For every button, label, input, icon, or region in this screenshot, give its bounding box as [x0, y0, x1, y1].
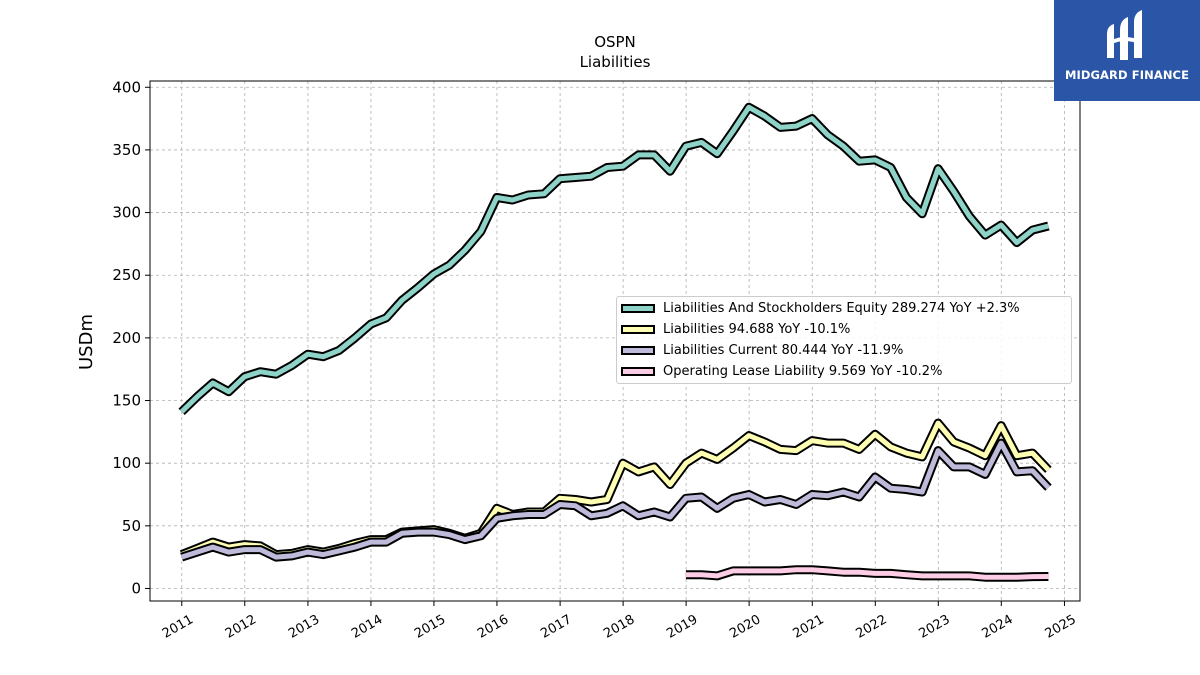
x-tick-label: 2025	[1043, 612, 1079, 642]
y-tick-label: 0	[131, 579, 141, 597]
chart-title: OSPN	[594, 33, 636, 51]
x-tick-label: 2023	[916, 612, 952, 642]
y-tick-label: 300	[112, 204, 141, 222]
series-2	[180, 438, 1052, 562]
series-0	[178, 102, 1050, 416]
legend-label-liabilities: Liabilities 94.688 YoY -10.1%	[663, 322, 851, 337]
x-tick-label: 2019	[664, 612, 700, 642]
legend-item-equity: Liabilities And Stockholders Equity 289.…	[617, 299, 1071, 319]
midgard-logo-icon	[1107, 10, 1142, 60]
y-tick-label: 200	[112, 329, 141, 347]
x-tick-label: 2017	[538, 612, 574, 642]
brand-logo: MIDGARD FINANCE	[1054, 0, 1200, 101]
y-tick-label: 50	[122, 517, 141, 535]
legend-swatch-liabilities-current	[621, 346, 655, 355]
y-tick-label: 400	[112, 78, 141, 96]
x-tick-label: 2012	[223, 612, 259, 642]
series-line	[685, 567, 1049, 580]
legend-label-operating-lease: Operating Lease Liability 9.569 YoY -10.…	[663, 364, 943, 379]
x-tick-label: 2021	[790, 612, 826, 642]
legend-label-liabilities-current: Liabilities Current 80.444 YoY -11.9%	[663, 343, 904, 358]
legend-item-operating-lease: Operating Lease Liability 9.569 YoY -10.…	[617, 362, 1071, 382]
legend-item-liabilities-current: Liabilities Current 80.444 YoY -11.9%	[617, 341, 1071, 361]
y-axis-label: USDm	[76, 314, 97, 370]
x-tick-label: 2013	[286, 612, 322, 642]
legend-swatch-equity	[621, 304, 655, 313]
legend-item-liabilities: Liabilities 94.688 YoY -10.1%	[617, 320, 1071, 340]
plot-frame	[149, 80, 1081, 602]
y-tick-label: 350	[112, 141, 141, 159]
x-tick-label: 2015	[412, 612, 448, 642]
y-tick-label: 100	[112, 454, 141, 472]
y-tick-label: 150	[112, 392, 141, 410]
x-tick-label: 2018	[601, 612, 637, 642]
x-tick-label: 2014	[349, 612, 385, 642]
series-3	[685, 565, 1049, 582]
x-tick-label: 2022	[853, 612, 889, 642]
y-tick-label: 250	[112, 266, 141, 284]
legend-label-equity: Liabilities And Stockholders Equity 289.…	[663, 301, 1020, 316]
legend-swatch-operating-lease	[621, 367, 655, 376]
x-tick-label: 2016	[475, 612, 511, 642]
x-tick-label: 2011	[160, 612, 196, 642]
chart-legend: Liabilities And Stockholders Equity 289.…	[616, 296, 1072, 384]
series-line	[179, 104, 1050, 414]
chart-subtitle: Liabilities	[580, 53, 651, 71]
legend-swatch-liabilities	[621, 325, 655, 334]
brand-logo-text: MIDGARD FINANCE	[1064, 68, 1190, 82]
x-tick-label: 2024	[979, 612, 1015, 642]
series-group	[178, 102, 1052, 582]
series-line	[180, 440, 1051, 560]
x-tick-label: 2020	[727, 612, 763, 642]
